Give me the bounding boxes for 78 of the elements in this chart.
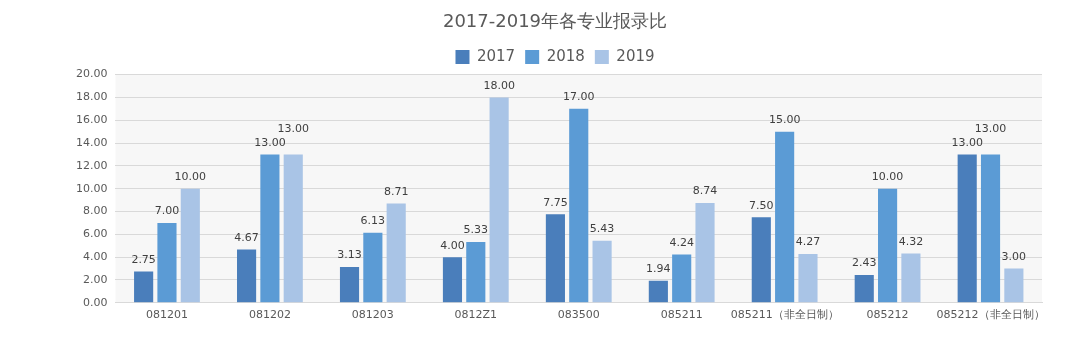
bar [798, 254, 818, 303]
bar [442, 257, 463, 303]
data-label: 6.13 [360, 214, 386, 228]
bar [569, 108, 589, 303]
x-tick-label: 085212（非全日制） [936, 308, 1045, 322]
y-tick-label: 18.00 [75, 90, 108, 104]
data-label: 1.94 [646, 262, 671, 276]
bar [237, 249, 257, 303]
bar [386, 203, 406, 303]
data-label: 8.71 [383, 184, 409, 198]
bar [339, 267, 360, 303]
data-label: 10.00 [871, 170, 904, 184]
data-label: 8.74 [692, 184, 718, 198]
x-tick-label: 0812Z1 [454, 308, 498, 322]
bar [854, 275, 874, 303]
data-label: 5.33 [463, 223, 489, 237]
y-tick-label: 10.00 [75, 181, 108, 195]
legend-label: 2017 [476, 46, 516, 65]
legend-label: 2018 [546, 46, 585, 65]
data-label: 4.32 [898, 234, 924, 248]
bar [980, 154, 1001, 303]
bar [363, 232, 383, 303]
data-label: 10.00 [174, 170, 207, 184]
y-tick-label: 6.00 [82, 227, 108, 241]
bar [672, 254, 692, 303]
y-tick-label: 8.00 [82, 204, 108, 218]
bar [157, 222, 177, 303]
data-label: 4.67 [234, 230, 259, 244]
data-label: 2.75 [131, 252, 156, 266]
data-label: 13.00 [951, 135, 983, 149]
chart-title: 2017-2019年各专业报录比 [442, 10, 668, 32]
data-label: 5.43 [589, 222, 615, 236]
bar [648, 280, 668, 303]
data-label: 2.43 [852, 256, 877, 270]
y-tick-label: 20.00 [75, 67, 108, 81]
bar [466, 241, 486, 303]
bar [901, 253, 921, 303]
x-tick-label: 085211 [660, 308, 703, 322]
data-label: 13.00 [254, 135, 286, 149]
bar [545, 214, 565, 303]
data-label: 4.27 [795, 235, 821, 249]
bar [775, 131, 795, 303]
y-tick-label: 4.00 [82, 250, 108, 264]
y-tick-label: 0.00 [82, 295, 108, 309]
data-label: 7.00 [154, 204, 180, 218]
data-label: 15.00 [768, 113, 801, 127]
x-tick-label: 085212 [866, 308, 909, 322]
x-tick-label: 085211（非全日制） [730, 308, 839, 322]
data-label: 4.24 [669, 235, 694, 249]
y-tick-label: 2.00 [82, 272, 108, 286]
x-tick-label: 083500 [557, 308, 600, 322]
legend-label: 2019 [616, 46, 655, 65]
x-tick-label: 081202 [248, 308, 291, 322]
y-tick-label: 16.00 [75, 113, 108, 127]
bar [134, 271, 154, 303]
bar [751, 217, 771, 303]
data-label: 13.00 [974, 121, 1007, 135]
bar [180, 188, 200, 303]
data-label: 18.00 [483, 78, 515, 92]
bar [1004, 268, 1024, 303]
bar [957, 154, 977, 303]
x-tick-label: 081201 [145, 308, 188, 322]
bar [878, 188, 898, 303]
y-tick-label: 12.00 [75, 158, 108, 172]
bar [260, 154, 280, 303]
data-label: 13.00 [277, 121, 309, 135]
bar [489, 97, 509, 303]
x-tick-label: 081203 [351, 308, 394, 322]
data-label: 17.00 [563, 90, 595, 104]
data-label: 7.75 [543, 195, 568, 209]
data-label: 3.13 [337, 248, 362, 262]
y-tick-label: 14.00 [75, 135, 108, 149]
data-label: 3.00 [1001, 249, 1027, 263]
data-label: 7.50 [749, 198, 774, 212]
bar [695, 203, 715, 303]
bar [592, 240, 612, 303]
data-label: 4.00 [440, 238, 465, 252]
bar [283, 154, 303, 303]
